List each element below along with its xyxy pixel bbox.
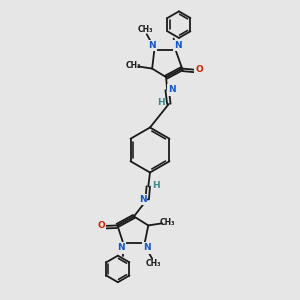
Text: N: N bbox=[117, 243, 124, 252]
Text: CH₃: CH₃ bbox=[126, 61, 141, 70]
Text: H: H bbox=[152, 181, 160, 190]
Text: N: N bbox=[175, 41, 182, 50]
Text: O: O bbox=[195, 65, 203, 74]
Text: CH₃: CH₃ bbox=[146, 259, 161, 268]
Text: N: N bbox=[168, 85, 176, 94]
Text: N: N bbox=[139, 195, 146, 204]
Text: O: O bbox=[97, 221, 105, 230]
Text: CH₃: CH₃ bbox=[138, 25, 154, 34]
Text: CH₃: CH₃ bbox=[159, 218, 175, 227]
Text: H: H bbox=[158, 98, 165, 107]
Text: N: N bbox=[143, 243, 151, 252]
Text: N: N bbox=[148, 41, 156, 50]
